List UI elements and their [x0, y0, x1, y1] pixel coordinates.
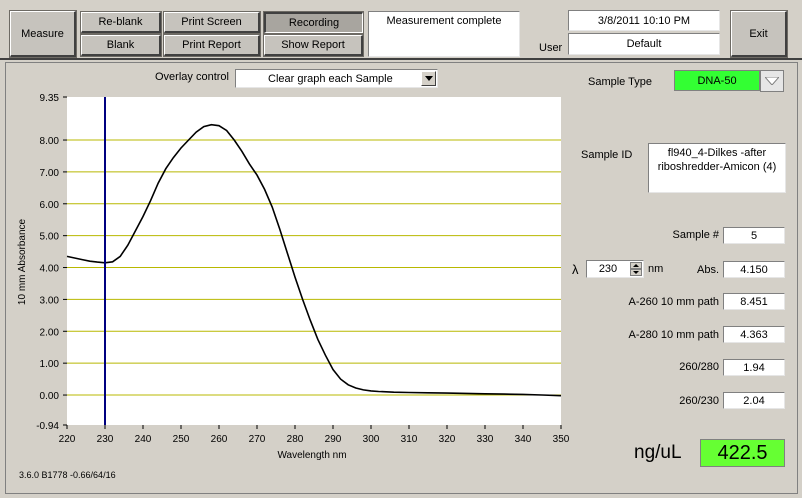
y-axis-label: 10 mm Absorbance — [17, 218, 28, 305]
x-axis-ticks: 220 230 240 250 260 270 280 290 300 310 320 330 340 3… — [59, 425, 570, 445]
x-tick-label: 250 — [173, 434, 190, 445]
x-tick-label: 280 — [287, 434, 304, 445]
abs-label: Abs. — [696, 264, 719, 276]
a280-field: 4.363 — [723, 326, 785, 343]
y-tick-label: 2.00 — [40, 327, 60, 338]
version-text: 3.6.0 B1778 -0.66/64/16 — [19, 470, 116, 480]
x-tick-label: 240 — [135, 434, 152, 445]
show-report-button-label: Show Report — [281, 39, 345, 51]
chevron-up-icon[interactable] — [630, 262, 642, 269]
chevron-down-icon[interactable] — [760, 70, 784, 92]
x-tick-label: 350 — [553, 434, 570, 445]
wavelength-input[interactable]: 230 — [586, 260, 644, 278]
x-tick-label: 260 — [211, 434, 228, 445]
y-tick-label: 4.00 — [40, 264, 60, 275]
y-tick-label: 0.00 — [40, 391, 60, 402]
ratio-260-280-label: 260/280 — [679, 361, 719, 373]
recording-button[interactable]: Recording — [263, 11, 364, 34]
exit-button-label: Exit — [749, 27, 768, 40]
ratio-260-280-field: 1.94 — [723, 359, 785, 376]
wavelength-unit: nm — [648, 263, 664, 275]
abs-field: 4.150 — [723, 261, 785, 278]
sample-id-field[interactable]: fl940_4-Dilkes -after riboshredder-Amico… — [648, 143, 786, 193]
sample-id-label: Sample ID — [581, 149, 633, 161]
sample-id-value: fl940_4-Dilkes -after riboshredder-Amico… — [657, 147, 777, 173]
overlay-control-label: Overlay control — [155, 71, 229, 83]
abs-value: 4.150 — [740, 263, 768, 276]
x-tick-label: 320 — [439, 434, 456, 445]
y-tick-label: 6.00 — [40, 200, 60, 211]
overlay-control-value: Clear graph each Sample — [268, 72, 393, 85]
concentration-display: 422.5 — [700, 439, 785, 467]
blank-button[interactable]: Blank — [80, 34, 162, 57]
concentration-unit-label: ng/uL — [634, 442, 682, 463]
user-field: Default — [568, 33, 720, 55]
y-tick-label: 7.00 — [40, 168, 60, 179]
x-tick-label: 270 — [249, 434, 266, 445]
reblank-button[interactable]: Re-blank — [80, 11, 162, 34]
a280-label: A-280 10 mm path — [628, 329, 720, 341]
sample-type-label: Sample Type — [588, 76, 653, 88]
ratio-260-230-value: 2.04 — [743, 394, 765, 407]
concentration-value: 422.5 — [717, 441, 768, 464]
main-panel — [5, 62, 798, 494]
datetime-text: 3/8/2011 10:10 PM — [597, 14, 691, 27]
x-tick-label: 310 — [401, 434, 418, 445]
status-text: Measurement complete — [386, 15, 502, 27]
print-report-button-label: Print Report — [182, 39, 241, 51]
x-tick-label: 300 — [363, 434, 380, 445]
y-tick-label: 3.00 — [40, 295, 60, 306]
grid-lines — [67, 139, 561, 396]
x-tick-label: 290 — [325, 434, 342, 445]
a280-value: 4.363 — [740, 328, 768, 341]
print-report-button[interactable]: Print Report — [163, 34, 261, 57]
chevron-down-icon[interactable] — [630, 269, 642, 276]
recording-button-label: Recording — [288, 17, 340, 29]
wavelength-spinner[interactable] — [630, 262, 642, 276]
wavelength-value: 230 — [598, 263, 618, 275]
measure-button[interactable]: Measure — [9, 10, 77, 58]
a260-value: 8.451 — [740, 295, 768, 308]
lambda-label: λ — [572, 262, 579, 277]
y-axis-ticks: 9.35 8.00 7.00 6.00 5.00 4.00 3.00 2.00 1.00 0.00… — [36, 93, 67, 432]
user-value: Default — [626, 38, 662, 50]
x-tick-label: 340 — [515, 434, 532, 445]
a260-field: 8.451 — [723, 293, 785, 310]
x-tick-label: 220 — [59, 434, 76, 445]
blank-button-label: Blank — [106, 39, 135, 51]
y-tick-label: -0.94 — [36, 421, 59, 432]
y-tick-label: 5.00 — [40, 232, 60, 243]
x-tick-label: 330 — [477, 434, 494, 445]
x-axis-label: Wavelength nm — [277, 450, 346, 461]
measure-button-label: Measure — [21, 27, 64, 40]
sample-number-label: Sample # — [672, 229, 719, 241]
ratio-260-230-label: 260/230 — [679, 395, 719, 407]
sample-type-select[interactable]: DNA-50 — [674, 70, 760, 91]
print-screen-button[interactable]: Print Screen — [163, 11, 261, 34]
y-tick-label: 1.00 — [40, 359, 60, 370]
x-tick-label: 230 — [97, 434, 114, 445]
y-tick-label: 9.35 — [40, 93, 60, 104]
overlay-control-dropdown[interactable]: Clear graph each Sample — [235, 69, 438, 88]
ratio-260-230-field: 2.04 — [723, 392, 785, 409]
sample-type-value: DNA-50 — [697, 74, 737, 87]
y-tick-label: 8.00 — [40, 136, 60, 147]
absorbance-series-line — [66, 123, 562, 397]
datetime-display: 3/8/2011 10:10 PM — [568, 10, 720, 31]
reblank-button-label: Re-blank — [98, 16, 143, 28]
exit-button[interactable]: Exit — [730, 10, 788, 58]
user-label: User — [539, 42, 563, 54]
chevron-down-icon[interactable] — [421, 71, 436, 86]
sample-number-field: 5 — [723, 227, 785, 244]
ratio-260-280-value: 1.94 — [743, 361, 765, 374]
show-report-button[interactable]: Show Report — [263, 34, 364, 57]
plot-area — [67, 97, 561, 425]
print-screen-button-label: Print Screen — [181, 16, 242, 28]
a260-label: A-260 10 mm path — [628, 296, 720, 308]
toolbar — [0, 0, 802, 60]
sample-number-value: 5 — [750, 229, 758, 242]
status-display: Measurement complete — [368, 11, 520, 57]
